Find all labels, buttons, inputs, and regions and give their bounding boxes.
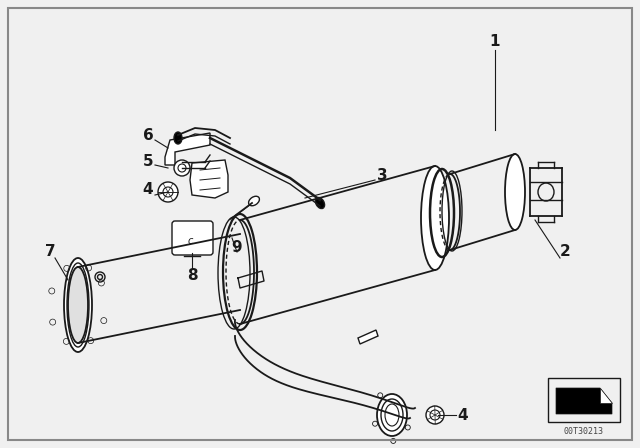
Text: 3: 3	[377, 168, 387, 182]
Circle shape	[426, 406, 444, 424]
FancyBboxPatch shape	[172, 221, 213, 255]
Polygon shape	[600, 388, 612, 403]
Bar	[548, 378, 620, 422]
Polygon shape	[358, 330, 378, 344]
Text: 7: 7	[45, 245, 55, 259]
Ellipse shape	[316, 198, 324, 209]
Ellipse shape	[377, 394, 407, 436]
Text: 9: 9	[232, 241, 243, 255]
Circle shape	[158, 182, 178, 202]
Polygon shape	[165, 133, 210, 165]
Polygon shape	[556, 388, 612, 414]
Polygon shape	[190, 160, 228, 198]
Text: 8: 8	[187, 267, 197, 283]
Text: 00T30213: 00T30213	[564, 427, 604, 436]
Text: c: c	[188, 236, 193, 246]
Text: 2: 2	[559, 245, 570, 259]
Text: 4: 4	[458, 408, 468, 422]
Text: 5: 5	[143, 155, 154, 169]
Ellipse shape	[174, 132, 182, 144]
Text: 1: 1	[490, 34, 500, 49]
Ellipse shape	[64, 258, 92, 352]
Ellipse shape	[68, 267, 88, 343]
Ellipse shape	[248, 196, 259, 206]
Ellipse shape	[421, 166, 449, 270]
Circle shape	[174, 160, 190, 176]
Text: 6: 6	[143, 128, 154, 142]
Ellipse shape	[505, 154, 525, 230]
Text: 4: 4	[143, 182, 154, 198]
